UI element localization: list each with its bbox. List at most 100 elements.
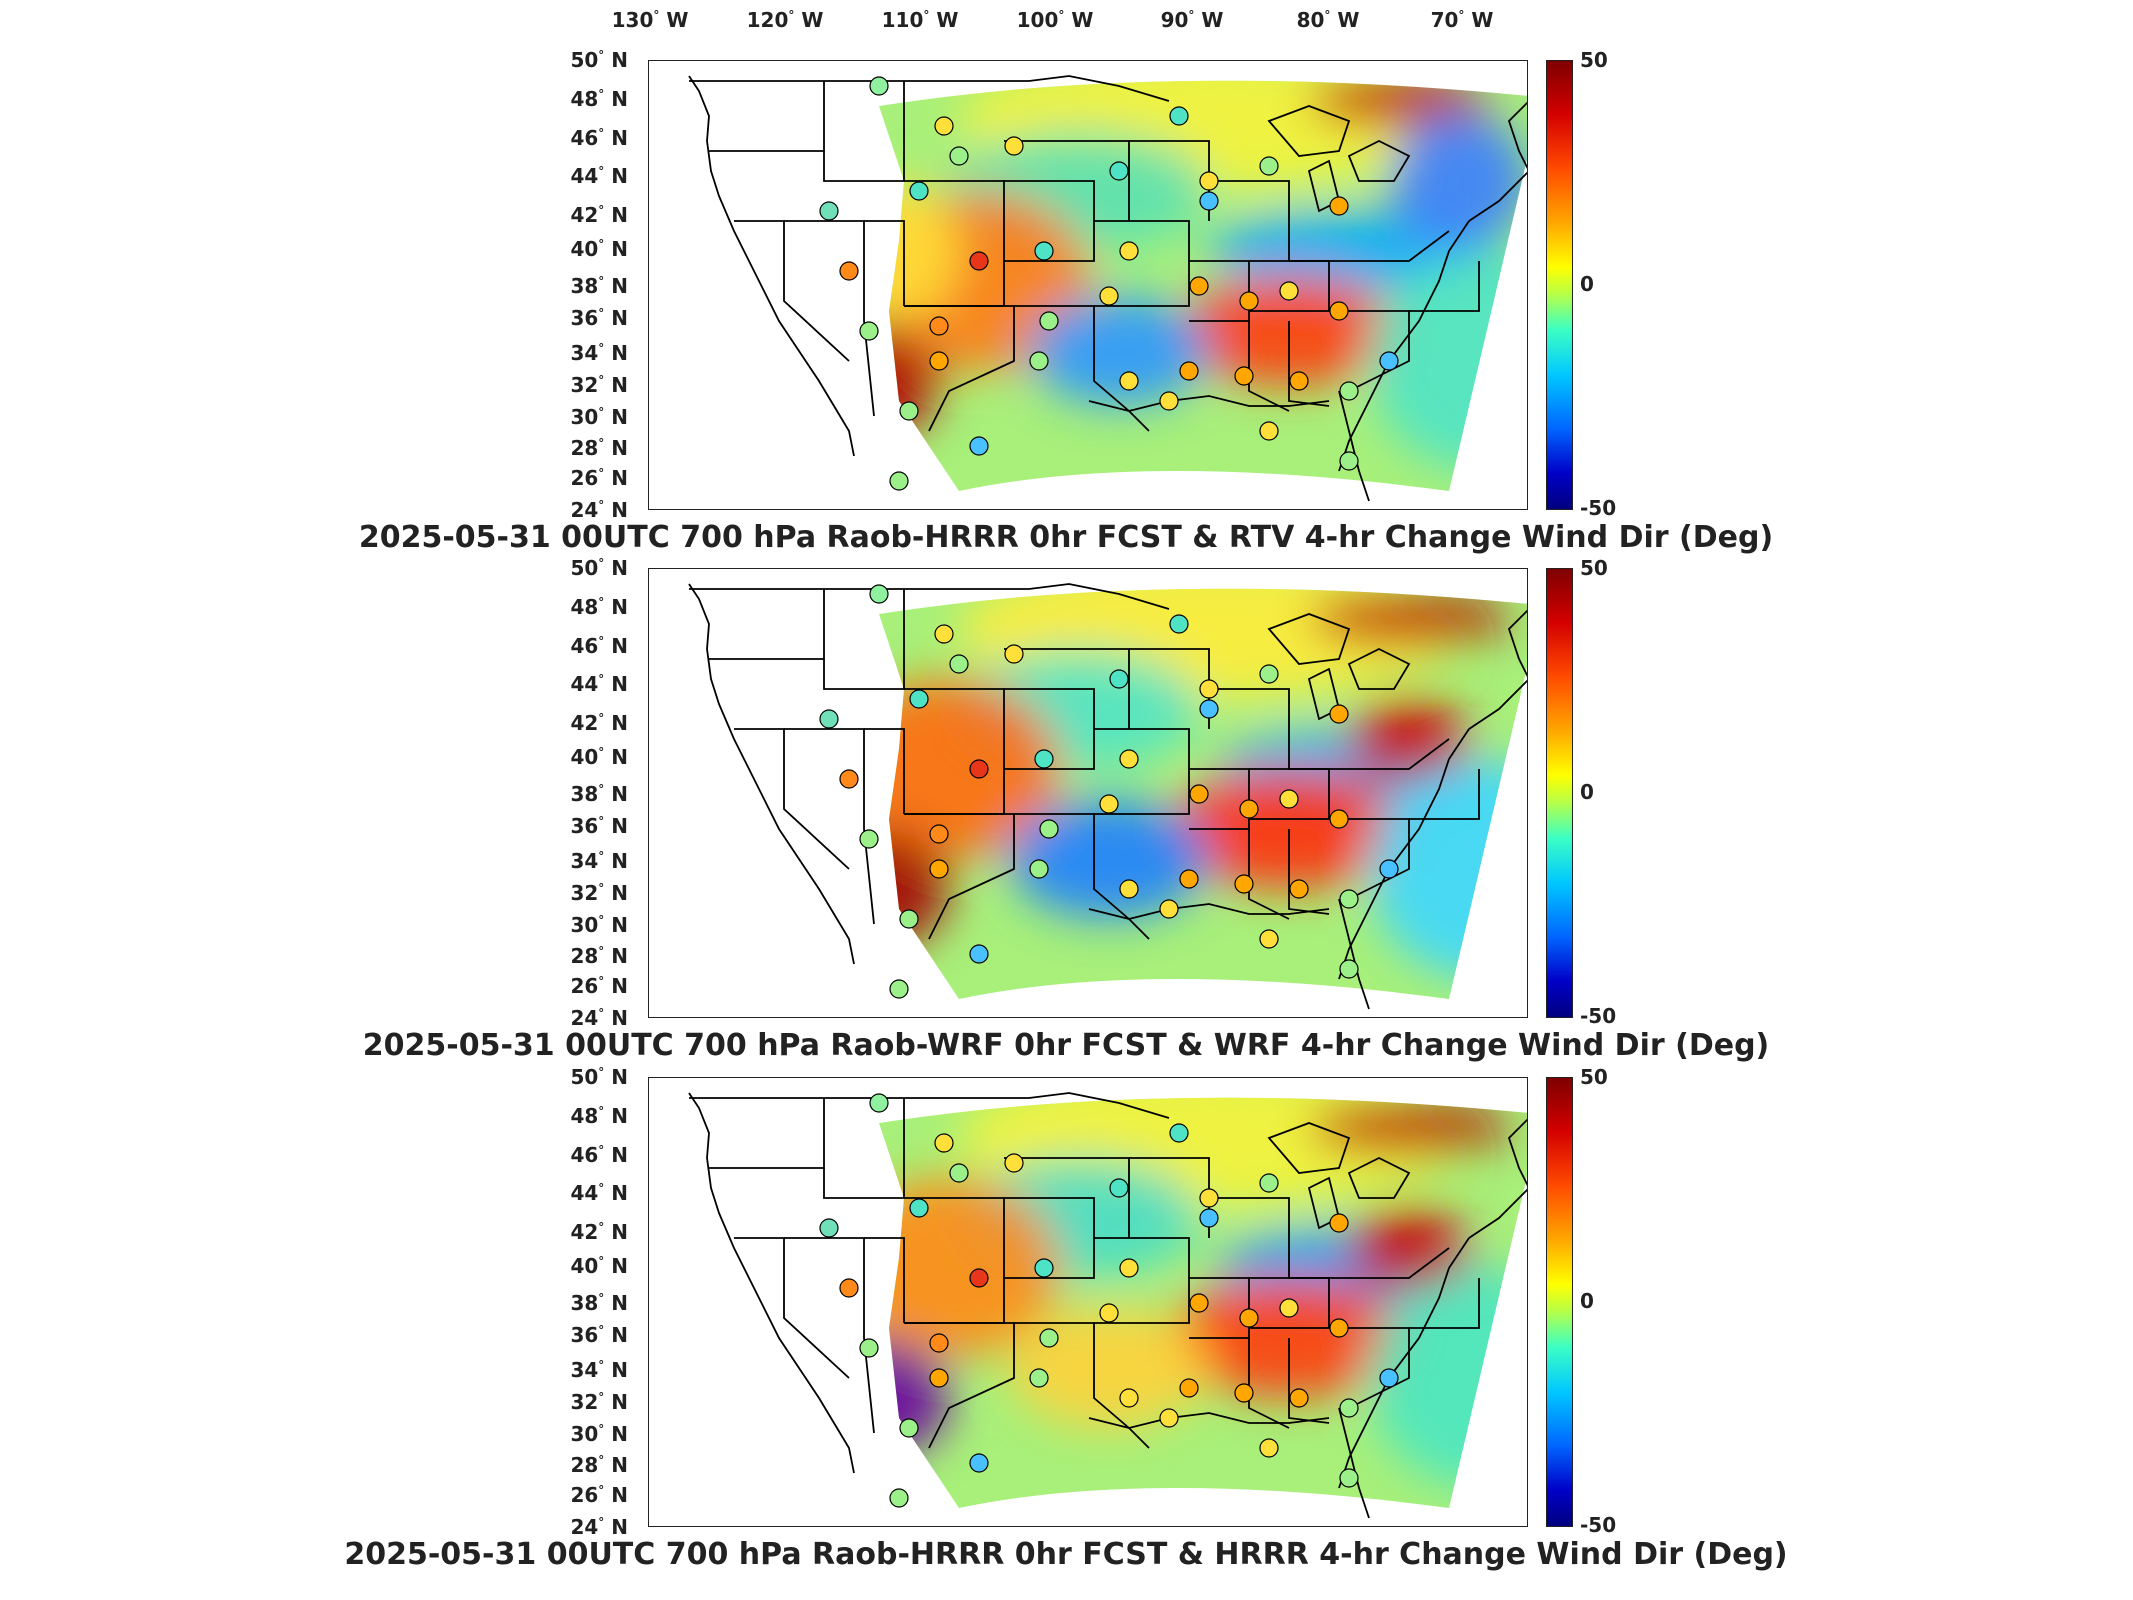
colorbar-mid-label: 0 [1580, 780, 1594, 804]
raob-station-marker [1119, 879, 1139, 899]
raob-station-marker [1239, 799, 1259, 819]
raob-station-marker [839, 769, 859, 789]
raob-station-marker [949, 1163, 969, 1183]
longitude-label: 110° W [881, 8, 959, 32]
raob-stations [819, 584, 1399, 999]
latitude-label: 48° N [570, 1103, 628, 1128]
latitude-label: 38° N [570, 782, 628, 807]
latitude-label: 50° N [570, 48, 628, 72]
raob-station-marker [1169, 614, 1189, 634]
latitude-label: 40° N [570, 237, 628, 262]
raob-station-marker [1189, 1293, 1209, 1313]
raob-station-marker [1289, 1388, 1309, 1408]
raob-station-marker [839, 261, 859, 281]
latitude-label: 44° N [570, 672, 628, 697]
raob-station-marker [1199, 679, 1219, 699]
raob-station-marker [1029, 859, 1049, 879]
latitude-label: 28° N [570, 1452, 628, 1477]
raob-station-marker [1199, 1208, 1219, 1228]
colorbar-min-label: -50 [1580, 1513, 1617, 1537]
colorbar-mid-label: 0 [1580, 272, 1594, 296]
longitude-label: 100° W [1016, 8, 1094, 32]
latitude-label: 24° N [570, 1515, 628, 1539]
raob-station-marker [1034, 749, 1054, 769]
raob-station-marker [1029, 1368, 1049, 1388]
raob-station-marker [949, 654, 969, 674]
raob-station-marker [1189, 276, 1209, 296]
latitude-label: 50° N [570, 1065, 628, 1089]
colorbar-min-label: -50 [1580, 496, 1617, 520]
raob-station-marker [1339, 381, 1359, 401]
raob-station-marker [1259, 1438, 1279, 1458]
raob-station-marker [1234, 366, 1254, 386]
latitude-label: 32° N [570, 373, 628, 398]
map-frame [648, 568, 1528, 1018]
raob-station-marker [1039, 819, 1059, 839]
raob-station-marker [1039, 1328, 1059, 1348]
raob-station-marker [1339, 451, 1359, 471]
raob-station-marker [1239, 291, 1259, 311]
raob-station-marker [929, 316, 949, 336]
latitude-label: 50° N [570, 556, 628, 580]
map-frame [648, 60, 1528, 510]
longitude-label: 130° W [611, 8, 689, 32]
raob-station-marker [969, 1453, 989, 1473]
latitude-label: 40° N [570, 1254, 628, 1279]
latitude-label: 28° N [570, 943, 628, 968]
raob-station-marker [929, 859, 949, 879]
raob-station-marker [1279, 1298, 1299, 1318]
raob-station-marker [899, 909, 919, 929]
colorbar [1546, 60, 1573, 510]
raob-station-marker [1329, 704, 1349, 724]
raob-station-marker [1119, 1258, 1139, 1278]
colorbar-max-label: 50 [1580, 556, 1608, 580]
latitude-label: 30° N [570, 913, 628, 938]
raob-station-marker [1234, 874, 1254, 894]
raob-station-marker [1234, 1383, 1254, 1403]
raob-station-marker [1004, 1153, 1024, 1173]
raob-station-marker [869, 584, 889, 604]
raob-station-marker [1329, 1213, 1349, 1233]
raob-station-marker [1259, 421, 1279, 441]
latitude-label: 26° N [570, 465, 628, 490]
latitude-label: 36° N [570, 814, 628, 839]
latitude-label: 26° N [570, 973, 628, 998]
latitude-label: 24° N [570, 498, 628, 522]
raob-station-marker [1109, 161, 1129, 181]
raob-station-marker [1379, 351, 1399, 371]
raob-station-marker [969, 1268, 989, 1288]
colorbar-max-label: 50 [1580, 48, 1608, 72]
colorbar-mid-label: 0 [1580, 1289, 1594, 1313]
latitude-label: 32° N [570, 881, 628, 906]
raob-station-marker [889, 979, 909, 999]
raob-station-marker [859, 1338, 879, 1358]
raob-station-marker [1199, 699, 1219, 719]
map-panel-1: 50° N 48° N 46° N 44° N 42° N 40° N 38° N 36° N… [0, 40, 2133, 555]
raob-station-marker [1199, 171, 1219, 191]
raob-station-marker [909, 689, 929, 709]
raob-station-marker [1034, 1258, 1054, 1278]
state-boundaries [688, 583, 1527, 1010]
raob-station-marker [1199, 191, 1219, 211]
raob-stations [819, 1093, 1399, 1508]
raob-station-marker [819, 709, 839, 729]
raob-station-marker [1099, 1303, 1119, 1323]
raob-station-marker [1339, 1398, 1359, 1418]
raob-station-marker [929, 824, 949, 844]
longitude-label: 90° W [1160, 8, 1224, 32]
raob-station-marker [1109, 669, 1129, 689]
raob-station-marker [1329, 1318, 1349, 1338]
raob-station-marker [1289, 879, 1309, 899]
map-svg [688, 1092, 1527, 1519]
colorbar-max-label: 50 [1580, 1065, 1608, 1089]
raob-station-marker [969, 759, 989, 779]
raob-station-marker [1259, 929, 1279, 949]
raob-station-marker [1119, 371, 1139, 391]
raob-station-marker [869, 1093, 889, 1113]
longitude-label: 80° W [1296, 8, 1360, 32]
wind-direction-field [879, 588, 1527, 999]
colorbar [1546, 568, 1573, 1018]
raob-station-marker [889, 471, 909, 491]
raob-station-marker [1034, 241, 1054, 261]
raob-station-marker [1004, 644, 1024, 664]
